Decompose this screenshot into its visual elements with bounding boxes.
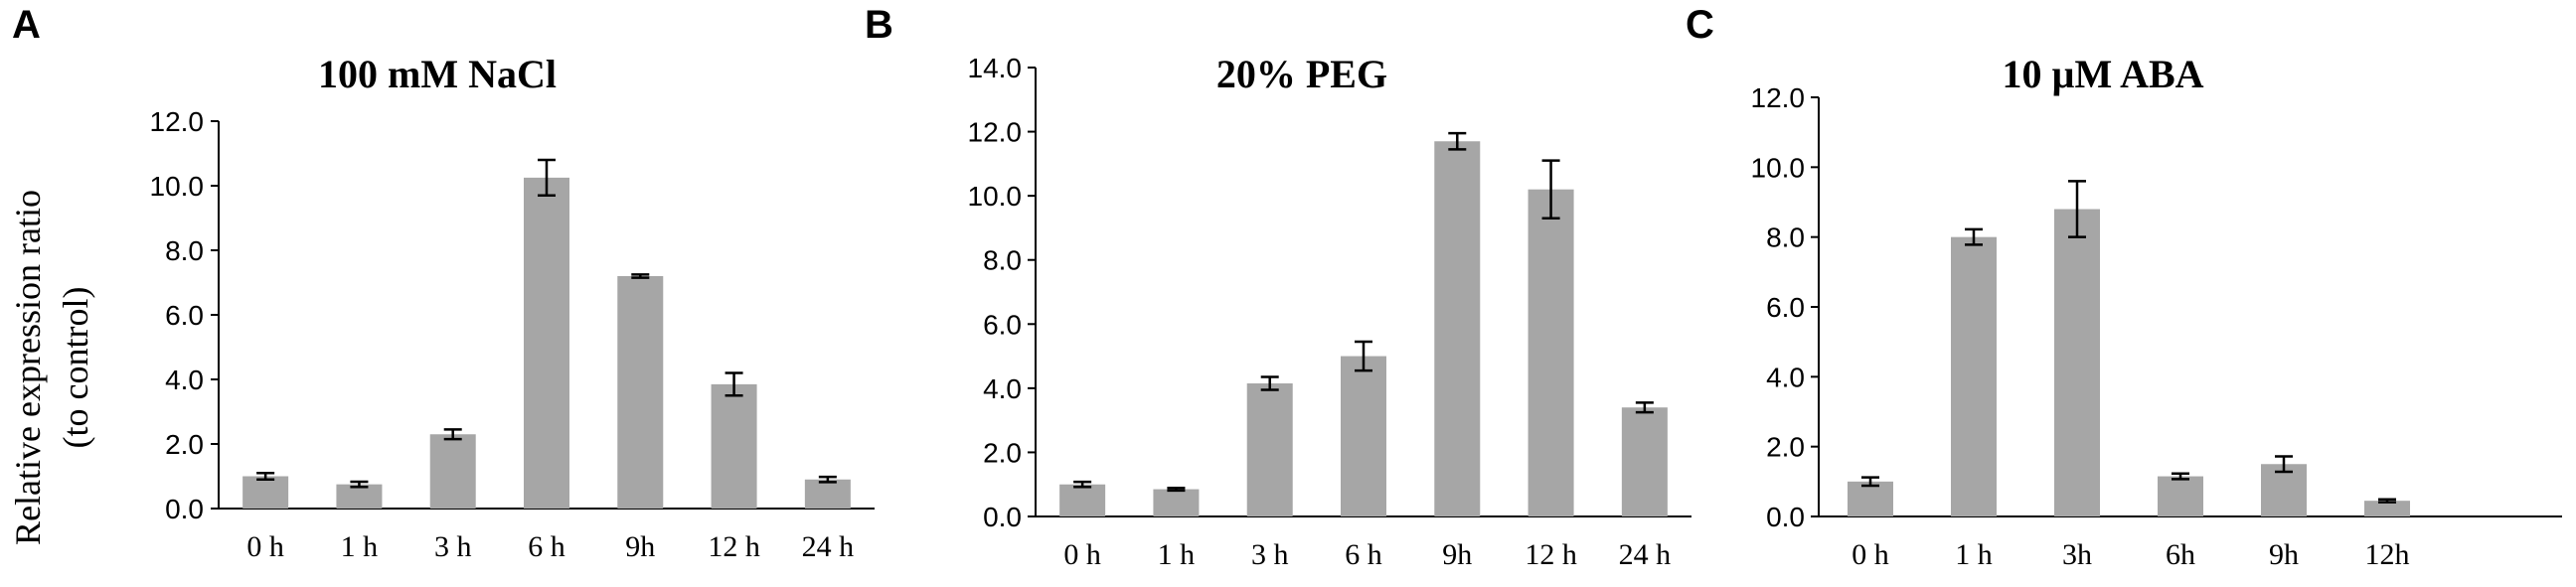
x-tick-label: 0 h xyxy=(1063,538,1101,571)
x-tick-label: 0 h xyxy=(1852,538,1889,571)
bar xyxy=(524,177,569,509)
y-tick-label: 12.0 xyxy=(150,106,205,137)
x-tick-label: 3 h xyxy=(1251,538,1289,571)
y-tick-label: 6.0 xyxy=(165,300,204,331)
x-tick-label: 9h xyxy=(625,530,655,563)
bar xyxy=(1528,189,1574,516)
y-tick-label: 0.0 xyxy=(1766,502,1805,532)
y-tick-label: 4.0 xyxy=(1766,362,1805,392)
x-tick-label: 12h xyxy=(2365,538,2410,571)
x-tick-label: 1 h xyxy=(1955,538,1993,571)
x-tick-label: 12 h xyxy=(1525,538,1577,571)
bar xyxy=(1434,141,1481,516)
x-tick-label: 1 h xyxy=(1158,538,1196,571)
y-tick-label: 0.0 xyxy=(983,502,1022,532)
y-tick-label: 8.0 xyxy=(983,245,1022,276)
bar xyxy=(429,434,476,509)
bar xyxy=(1246,383,1293,516)
chart-title: 20% PEG xyxy=(1216,52,1387,96)
bar xyxy=(2054,209,2100,517)
y-tick-label: 6.0 xyxy=(1766,292,1805,323)
y-tick-label: 10.0 xyxy=(1751,152,1806,183)
x-tick-label: 9h xyxy=(2269,538,2299,571)
y-tick-label: 8.0 xyxy=(165,235,204,266)
panel-letter: C xyxy=(1686,3,1714,47)
bar xyxy=(2364,501,2410,516)
x-tick-label: 6 h xyxy=(528,530,565,563)
y-tick-label: 12.0 xyxy=(1751,82,1806,113)
panel-letter: A xyxy=(12,3,41,47)
bar xyxy=(336,484,383,509)
x-tick-label: 1 h xyxy=(341,530,379,563)
y-tick-label: 4.0 xyxy=(983,373,1022,404)
y-tick-label: 2.0 xyxy=(1766,432,1805,463)
y-tick-label: 14.0 xyxy=(968,53,1023,83)
chart-title: 10 µM ABA xyxy=(2002,52,2203,96)
bar xyxy=(804,479,851,509)
y-tick-label: 0.0 xyxy=(165,494,204,524)
bar xyxy=(1153,489,1200,516)
y-tick-label: 4.0 xyxy=(165,365,204,395)
panel-letter: B xyxy=(865,3,893,47)
bar xyxy=(1621,407,1668,516)
y-tick-label: 10.0 xyxy=(150,171,205,202)
bar xyxy=(1951,236,1997,516)
bar xyxy=(711,383,757,509)
chart-panel-c: C 10 µM ABA 0.0 2.0 4.0 6.0 8.0 10.0 12.0 0 h 1 h 3… xyxy=(1686,3,2562,571)
x-tick-label: 9h xyxy=(1442,538,1472,571)
y-tick-label: 12.0 xyxy=(968,117,1023,148)
bar xyxy=(1848,481,1893,516)
y-tick-label: 10.0 xyxy=(968,181,1023,212)
x-tick-label: 6h xyxy=(2166,538,2195,571)
x-tick-label: 0 h xyxy=(246,530,284,563)
x-tick-label: 3 h xyxy=(434,530,472,563)
y-tick-label: 2.0 xyxy=(165,429,204,460)
x-tick-label: 3h xyxy=(2062,538,2092,571)
x-tick-label: 6 h xyxy=(1345,538,1382,571)
bar xyxy=(617,276,664,509)
x-tick-label: 24 h xyxy=(802,530,855,563)
y-axis-title-line2: (to control) xyxy=(56,287,95,449)
y-tick-label: 6.0 xyxy=(983,309,1022,340)
chart-panel-a: A 100 mM NaCl 0.0 2.0 4.0 6.0 8.0 10.0 12.0 0 h 1 … xyxy=(12,3,875,563)
bar xyxy=(1341,356,1386,516)
bar xyxy=(1059,484,1106,516)
chart-panel-b: B 20% PEG 0.0 2.0 4.0 6.0 8.0 10.0 12.0 14.0 0 h 1 … xyxy=(865,3,1691,571)
y-tick-label: 2.0 xyxy=(983,437,1022,468)
bar xyxy=(242,476,289,509)
x-tick-label: 12 h xyxy=(708,530,760,563)
y-tick-label: 8.0 xyxy=(1766,222,1805,253)
x-tick-label: 24 h xyxy=(1619,538,1672,571)
y-axis-title-line1: Relative expression ratio xyxy=(8,190,48,545)
chart-title: 100 mM NaCl xyxy=(318,52,557,96)
bar xyxy=(2158,476,2203,516)
